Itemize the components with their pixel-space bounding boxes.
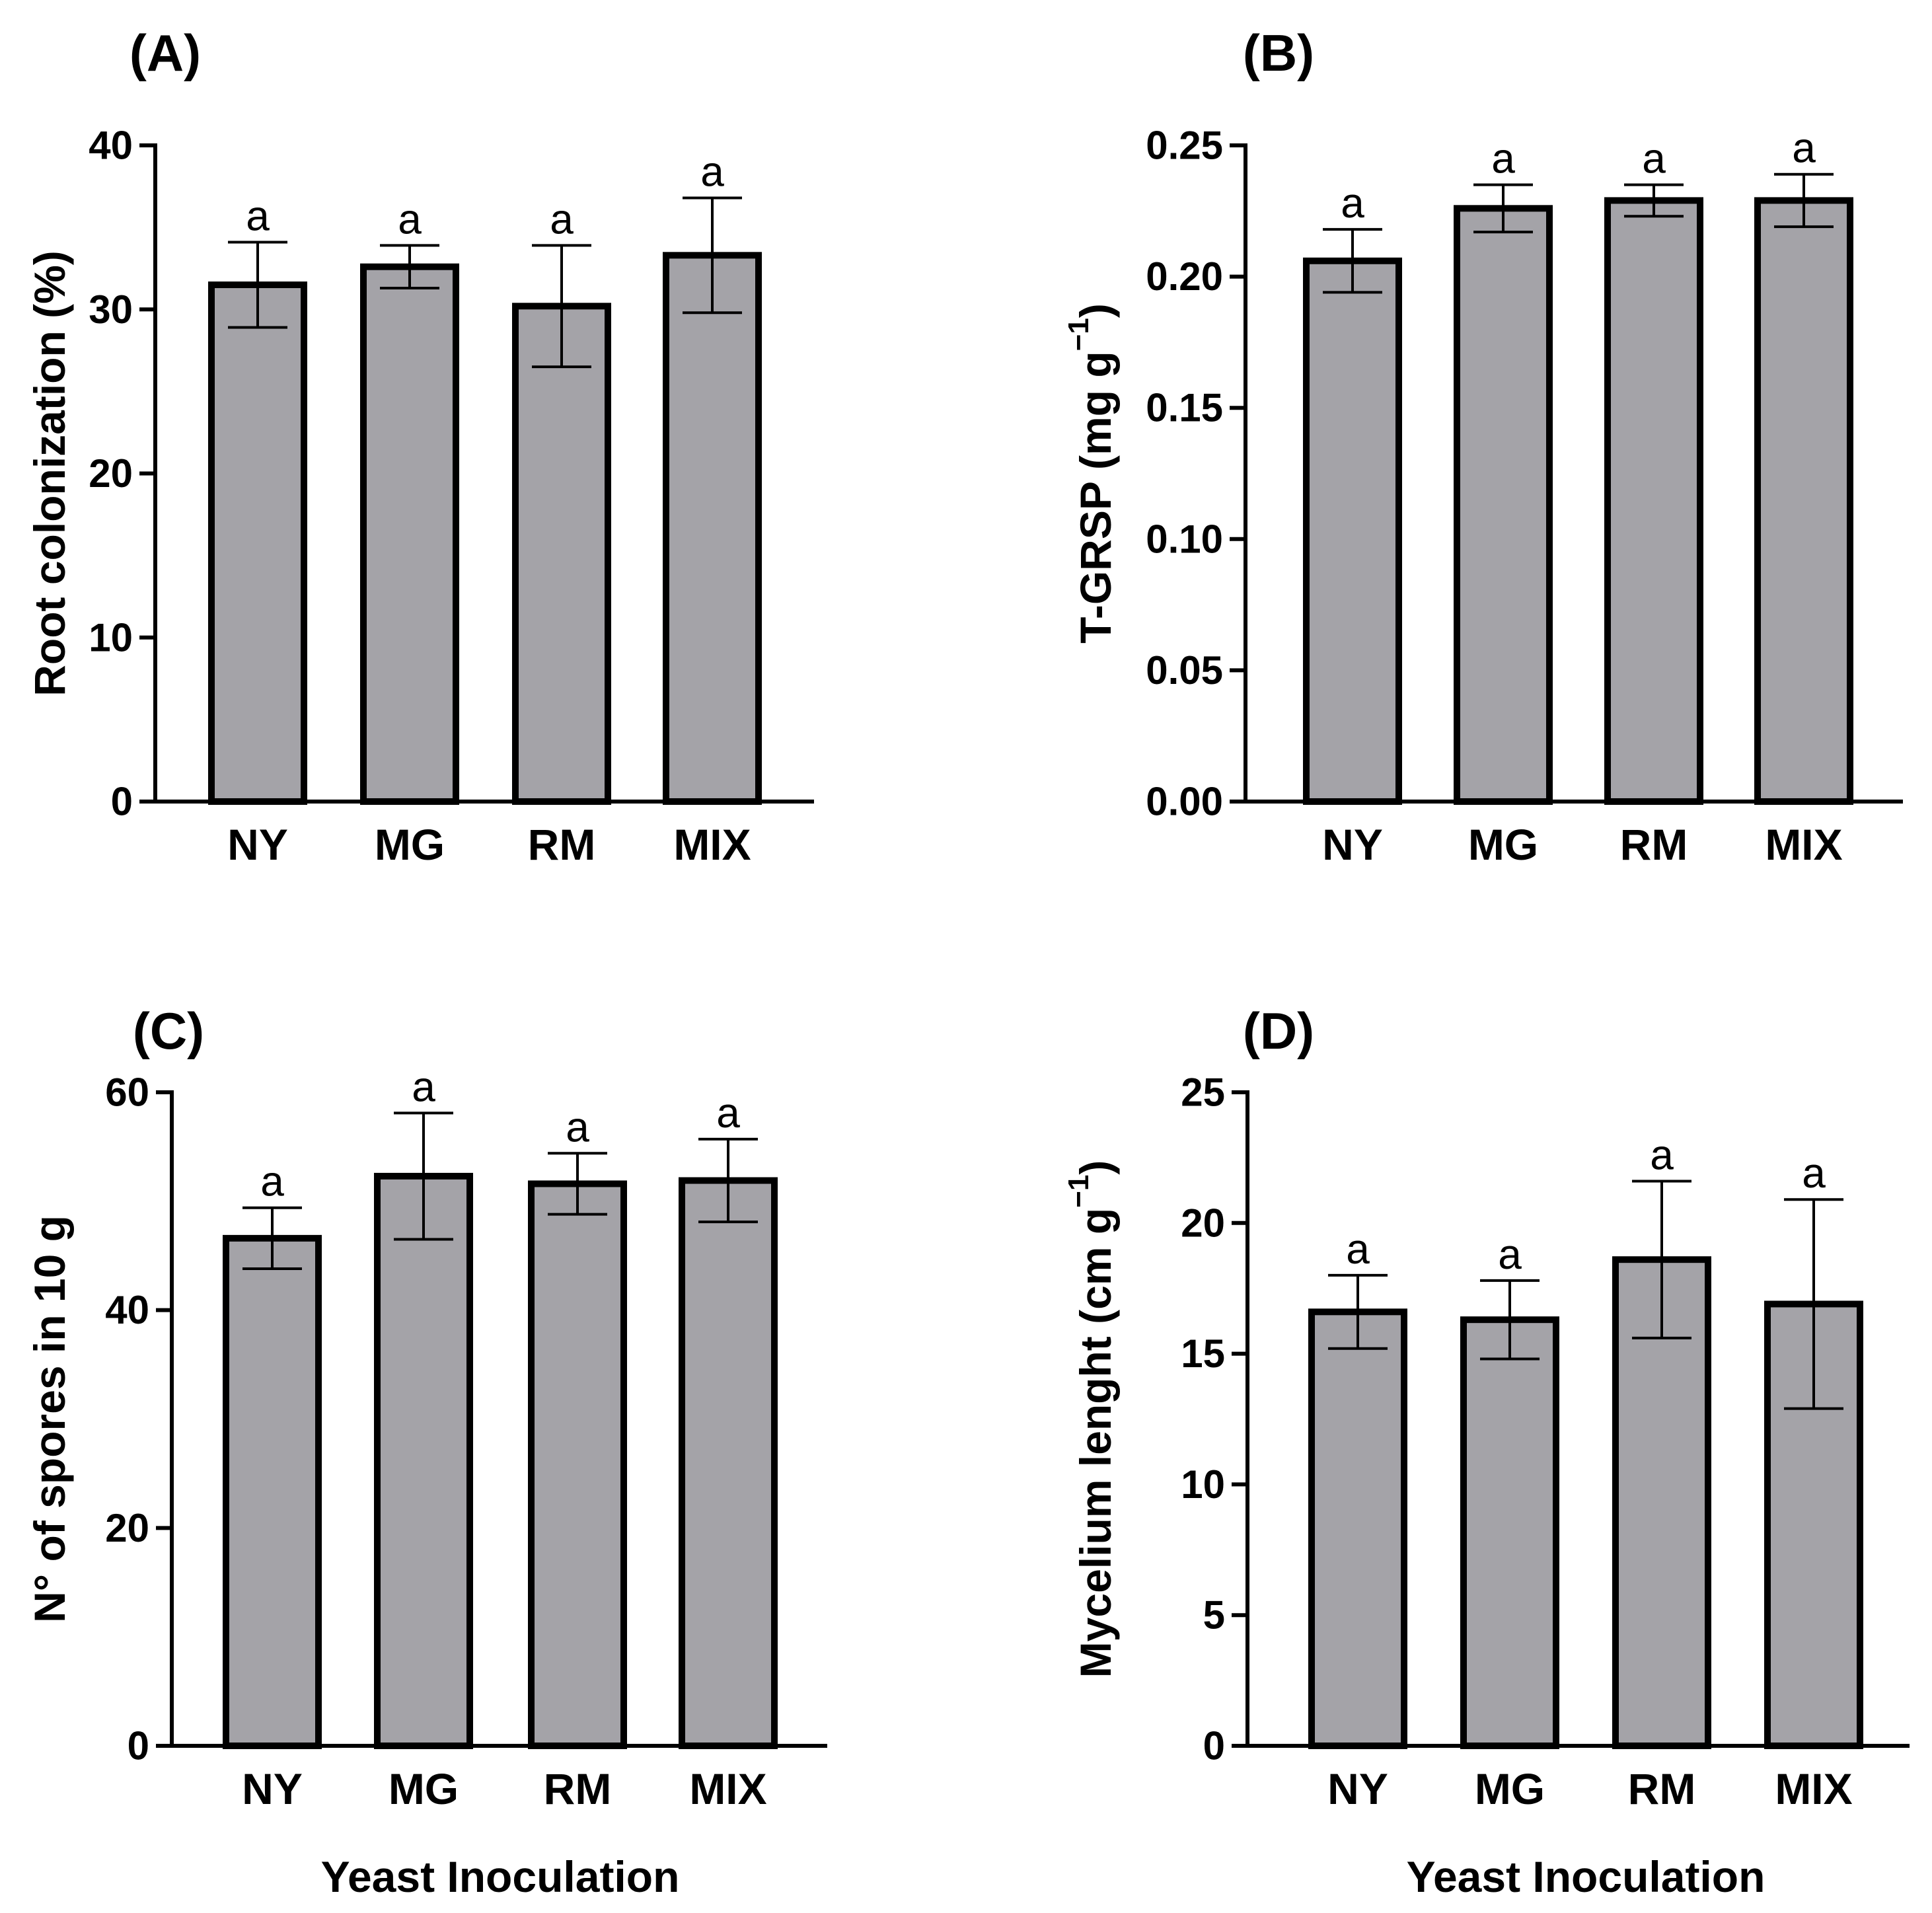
panel-label: (B) — [1243, 24, 1314, 82]
significance-letter: a — [1802, 1149, 1826, 1197]
bar-ny — [1303, 257, 1402, 805]
y-tick-label: 15 — [1181, 1332, 1225, 1376]
panel-label: (A) — [130, 24, 201, 82]
y-axis-title: N° of spores in 10 g — [25, 1215, 74, 1623]
bar-mix — [663, 252, 762, 805]
significance-letter: a — [260, 1158, 284, 1205]
x-axis-title: Yeast Inoculation — [321, 1852, 680, 1901]
y-tick-label: 0.15 — [1146, 386, 1223, 430]
significance-letter: a — [1498, 1230, 1522, 1278]
x-tick-label: MG — [1468, 820, 1538, 869]
bar-rm — [1604, 197, 1703, 805]
significance-letter: a — [566, 1103, 589, 1150]
y-axis-title-text: T-GRSP (mg g — [1071, 351, 1120, 643]
y-tick-label: 0 — [111, 780, 133, 824]
x-tick-label: RM — [1628, 1764, 1696, 1813]
significance-letter: a — [1792, 124, 1816, 172]
x-tick-label: RM — [528, 820, 596, 869]
significance-letter: a — [716, 1089, 740, 1137]
x-tick-label: MG — [375, 820, 445, 869]
panel-a: (A) 0 10 20 30 40 Root colonization (%) a NY a MG a… — [25, 24, 814, 869]
x-tick-label: RM — [1620, 820, 1688, 869]
panel-label: (D) — [1243, 1002, 1314, 1060]
panel-b: (B) 0.00 0.05 0.10 0.15 0.20 0.25 T-GRSP (mg g−… — [1062, 24, 1903, 869]
y-tick-label: 10 — [1181, 1462, 1225, 1507]
bar-ny — [223, 1234, 322, 1750]
y-axis-title-superscript: −1 — [1062, 1175, 1095, 1208]
y-tick-label: 20 — [105, 1506, 149, 1550]
panel-c: (C) 0 20 40 60 N° of spores in 10 g a NY a MG a RM a… — [25, 1002, 827, 1901]
y-tick-label: 25 — [1181, 1070, 1225, 1115]
significance-letter: a — [1341, 179, 1364, 227]
y-tick-label: 20 — [89, 451, 133, 496]
significance-letter: a — [1346, 1225, 1370, 1273]
y-axis-title-text: Mycelium lenght (cm g — [1071, 1208, 1120, 1678]
bar-rm — [512, 303, 611, 806]
y-axis-title: T-GRSP (mg g−1) — [1062, 303, 1121, 644]
bar-mg — [1460, 1316, 1559, 1749]
x-tick-label: NY — [1327, 1764, 1388, 1813]
y-axis-title-text: N° of spores in 10 g — [25, 1215, 74, 1623]
y-tick-label: 0 — [1203, 1724, 1225, 1768]
y-axis-title-end: ) — [1071, 1160, 1120, 1175]
y-axis-title: Root colonization (%) — [25, 250, 74, 696]
significance-letter: a — [398, 195, 422, 243]
significance-letter: a — [1642, 135, 1666, 182]
panel-label: (C) — [133, 1002, 204, 1060]
bar-rm — [528, 1180, 627, 1749]
bar-mg — [360, 263, 459, 805]
significance-letter: a — [1650, 1131, 1674, 1179]
y-tick-label: 0.25 — [1146, 124, 1223, 168]
bar-ny — [208, 281, 307, 805]
bar-mix — [679, 1177, 778, 1749]
y-tick-label: 10 — [89, 615, 133, 659]
x-tick-label: MG — [1475, 1764, 1545, 1813]
y-tick-label: 20 — [1181, 1201, 1225, 1245]
y-tick-label: 0.10 — [1146, 517, 1223, 561]
x-tick-label: MIX — [689, 1764, 766, 1813]
y-tick-label: 0.00 — [1146, 780, 1223, 824]
y-tick-label: 30 — [89, 287, 133, 332]
bar-rm — [1612, 1256, 1711, 1749]
panel-d: (D) 0 5 10 15 20 25 Mycelium lenght (cm g−1) a NY… — [1062, 1002, 1910, 1901]
significance-letter: a — [246, 192, 270, 239]
y-tick-label: 60 — [105, 1070, 149, 1115]
bar-mg — [1454, 205, 1553, 805]
y-tick-label: 40 — [105, 1288, 149, 1332]
bar-mix — [1754, 197, 1853, 805]
y-tick-label: 0.20 — [1146, 254, 1223, 299]
x-tick-label: NY — [242, 1764, 303, 1813]
x-tick-label: MG — [389, 1764, 459, 1813]
y-tick-label: 5 — [1203, 1593, 1225, 1637]
significance-letter: a — [1491, 135, 1515, 182]
significance-letter: a — [700, 147, 724, 195]
x-tick-label: NY — [227, 820, 288, 869]
y-axis-title-superscript: −1 — [1062, 318, 1095, 351]
significance-letter: a — [412, 1063, 435, 1110]
y-tick-label: 0.05 — [1146, 648, 1223, 693]
bar-ny — [1308, 1308, 1407, 1749]
x-tick-label: MIX — [1765, 820, 1842, 869]
x-tick-label: MIX — [673, 820, 751, 869]
x-tick-label: MIX — [1775, 1764, 1852, 1813]
y-tick-label: 40 — [89, 124, 133, 168]
x-tick-label: NY — [1322, 820, 1383, 869]
x-axis-title: Yeast Inoculation — [1407, 1852, 1765, 1901]
y-axis-title-end: ) — [1071, 303, 1120, 318]
y-tick-label: 0 — [128, 1724, 149, 1768]
y-axis-title-text: Root colonization (%) — [25, 250, 74, 696]
x-tick-label: RM — [544, 1764, 612, 1813]
significance-letter: a — [550, 195, 574, 243]
bar-mg — [374, 1172, 473, 1749]
y-axis-title: Mycelium lenght (cm g−1) — [1062, 1160, 1121, 1678]
